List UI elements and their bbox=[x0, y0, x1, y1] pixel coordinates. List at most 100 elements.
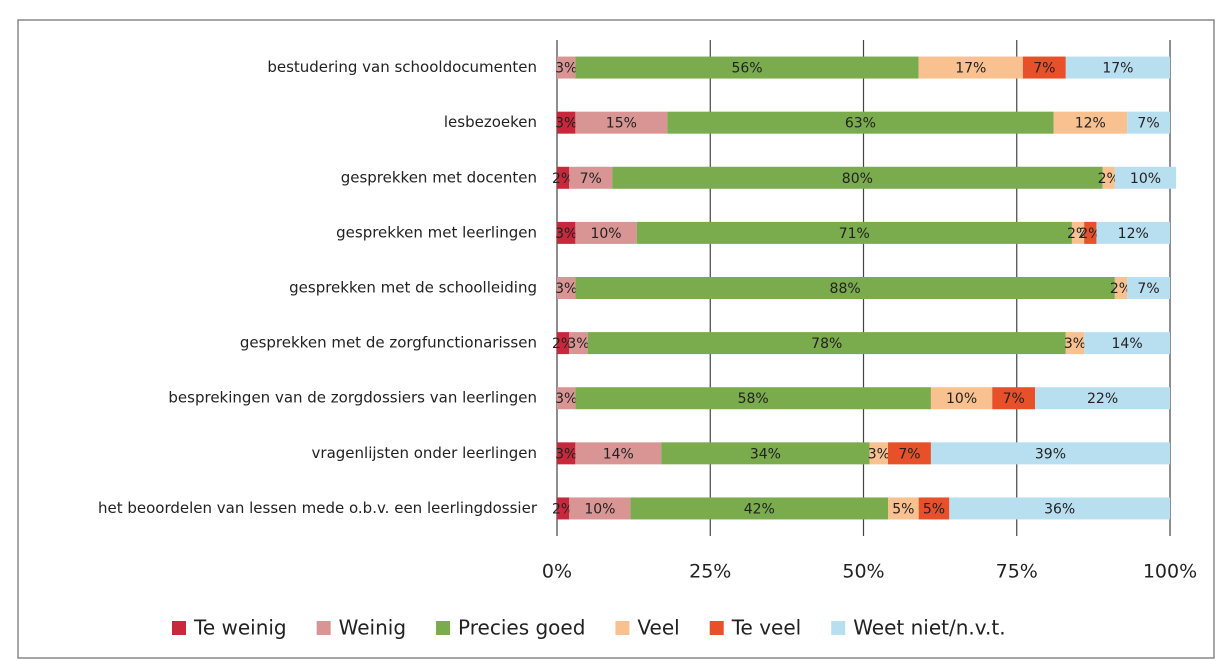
legend-label: Precies goed bbox=[458, 616, 585, 640]
data-label: 17% bbox=[955, 61, 986, 77]
data-label: 34% bbox=[750, 446, 781, 462]
data-label: 63% bbox=[845, 116, 876, 132]
bar-segment bbox=[575, 111, 668, 134]
bar-segment bbox=[557, 497, 570, 520]
data-label: 3% bbox=[555, 391, 577, 407]
data-label: 14% bbox=[603, 446, 634, 462]
data-label: 56% bbox=[731, 61, 762, 77]
legend-swatch bbox=[615, 621, 630, 635]
bar-segment bbox=[612, 166, 1103, 189]
data-label: 17% bbox=[1102, 61, 1133, 77]
data-label: 3% bbox=[555, 446, 577, 462]
data-label: 2% bbox=[1079, 226, 1101, 242]
data-label: 2% bbox=[552, 501, 574, 517]
bar-segment bbox=[888, 442, 931, 465]
bar-segment bbox=[1065, 332, 1085, 355]
legend-label: Veel bbox=[637, 616, 679, 640]
data-label: 10% bbox=[584, 501, 615, 517]
bar-segment bbox=[587, 332, 1066, 355]
bar-segment bbox=[930, 442, 1170, 465]
bar-segment bbox=[557, 221, 576, 244]
bar-segment bbox=[575, 221, 637, 244]
data-label: 58% bbox=[738, 391, 769, 407]
data-label: 10% bbox=[946, 391, 977, 407]
bar-segment bbox=[1114, 166, 1177, 189]
legend-swatch bbox=[316, 621, 331, 635]
x-tick-label: 100% bbox=[1143, 561, 1197, 583]
data-label: 42% bbox=[744, 501, 775, 517]
bar-segment bbox=[869, 442, 889, 465]
data-label: 3% bbox=[555, 226, 577, 242]
data-label: 3% bbox=[868, 446, 890, 462]
y-tick-label: vragenlijsten onder leerlingen bbox=[312, 444, 537, 462]
bar-segment bbox=[1084, 221, 1097, 244]
legend-swatch bbox=[831, 621, 846, 635]
bar-segment bbox=[1102, 166, 1115, 189]
x-tick-label: 50% bbox=[842, 561, 884, 583]
data-label: 7% bbox=[1137, 116, 1159, 132]
bar-segment bbox=[1114, 277, 1128, 299]
bar-segment bbox=[1127, 111, 1170, 134]
legend-swatch bbox=[172, 621, 186, 635]
bar-segment bbox=[575, 387, 931, 410]
y-tick-label: gesprekken met docenten bbox=[341, 168, 537, 186]
y-tick-label: lesbezoeken bbox=[444, 113, 537, 131]
legend-label: Weet niet/n.v.t. bbox=[853, 616, 1005, 640]
bar-segment bbox=[569, 332, 588, 355]
data-label: 12% bbox=[1118, 226, 1149, 242]
bar-segment bbox=[575, 277, 1115, 299]
bar-segment bbox=[1035, 387, 1170, 410]
bar-segment bbox=[992, 387, 1036, 410]
bar-segment bbox=[930, 387, 993, 410]
bar-segment bbox=[1053, 111, 1128, 134]
bar-segment bbox=[636, 221, 1072, 244]
bar-segment bbox=[557, 166, 570, 189]
data-label: 7% bbox=[1033, 61, 1055, 77]
y-tick-label: gesprekken met leerlingen bbox=[336, 223, 537, 241]
bar-segment bbox=[1096, 221, 1170, 244]
y-tick-label: bestudering van schooldocumenten bbox=[267, 58, 537, 76]
legend-label: Te weinig bbox=[193, 616, 287, 640]
data-label: 39% bbox=[1035, 446, 1066, 462]
y-tick-label: besprekingen van de zorgdossiers van lee… bbox=[168, 389, 537, 407]
data-label: 3% bbox=[555, 116, 577, 132]
data-label: 14% bbox=[1112, 336, 1143, 352]
bar-segment bbox=[1022, 56, 1066, 79]
data-label: 3% bbox=[567, 336, 589, 352]
data-label: 71% bbox=[839, 226, 870, 242]
data-label: 3% bbox=[555, 61, 577, 77]
data-label: 7% bbox=[898, 446, 920, 462]
data-label: 12% bbox=[1075, 116, 1106, 132]
bar-segment bbox=[557, 387, 576, 410]
legend-label: Te veel bbox=[731, 616, 801, 640]
data-label: 2% bbox=[1110, 281, 1132, 297]
data-label: 3% bbox=[555, 281, 577, 297]
bar-segment bbox=[1084, 332, 1170, 355]
data-label: 15% bbox=[606, 116, 637, 132]
bar-segment bbox=[557, 277, 576, 299]
bar-segment bbox=[918, 497, 950, 520]
data-label: 7% bbox=[580, 171, 602, 187]
y-tick-label: gesprekken met de zorgfunctionarissen bbox=[240, 334, 537, 352]
bar-segment bbox=[1071, 221, 1085, 244]
data-label: 5% bbox=[892, 501, 914, 517]
data-label: 10% bbox=[1130, 171, 1161, 187]
legend-label: Weinig bbox=[339, 616, 406, 640]
x-tick-label: 75% bbox=[996, 561, 1038, 583]
data-label: 7% bbox=[1137, 281, 1159, 297]
bar-segment bbox=[569, 497, 631, 520]
bar-segment bbox=[575, 56, 919, 79]
data-label: 2% bbox=[1098, 171, 1120, 187]
data-label: 3% bbox=[1064, 336, 1086, 352]
bar-segment bbox=[630, 497, 889, 520]
bar-segment bbox=[575, 442, 662, 465]
bar-segment bbox=[569, 166, 613, 189]
bar-segment bbox=[557, 56, 576, 79]
legend-swatch bbox=[709, 621, 724, 635]
data-label: 80% bbox=[842, 171, 873, 187]
bar-segment bbox=[1065, 56, 1170, 79]
data-label: 88% bbox=[830, 281, 861, 297]
bar-segment bbox=[888, 497, 919, 520]
bar-segment bbox=[667, 111, 1054, 134]
